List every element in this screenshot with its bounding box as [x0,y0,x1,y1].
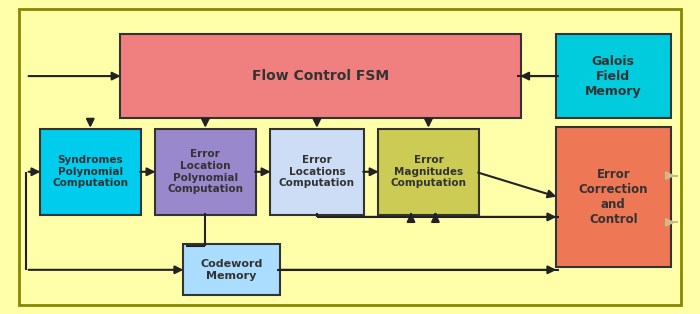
Text: Error
Location
Polynomial
Computation: Error Location Polynomial Computation [167,149,244,194]
Text: Error
Locations
Computation: Error Locations Computation [279,155,355,188]
FancyBboxPatch shape [155,129,256,214]
Text: Flow Control FSM: Flow Control FSM [252,69,389,83]
FancyBboxPatch shape [556,34,671,118]
FancyBboxPatch shape [120,34,521,118]
FancyBboxPatch shape [556,127,671,268]
Text: Syndromes
Polynomial
Computation: Syndromes Polynomial Computation [52,155,128,188]
FancyBboxPatch shape [183,244,280,295]
Text: Error
Magnitudes
Computation: Error Magnitudes Computation [391,155,466,188]
FancyBboxPatch shape [40,129,141,214]
FancyBboxPatch shape [19,9,681,305]
FancyBboxPatch shape [378,129,479,214]
Text: Codeword
Memory: Codeword Memory [200,259,262,281]
Text: Error
Correction
and
Control: Error Correction and Control [578,168,648,226]
Text: Galois
Field
Memory: Galois Field Memory [585,55,641,98]
FancyBboxPatch shape [270,129,364,214]
